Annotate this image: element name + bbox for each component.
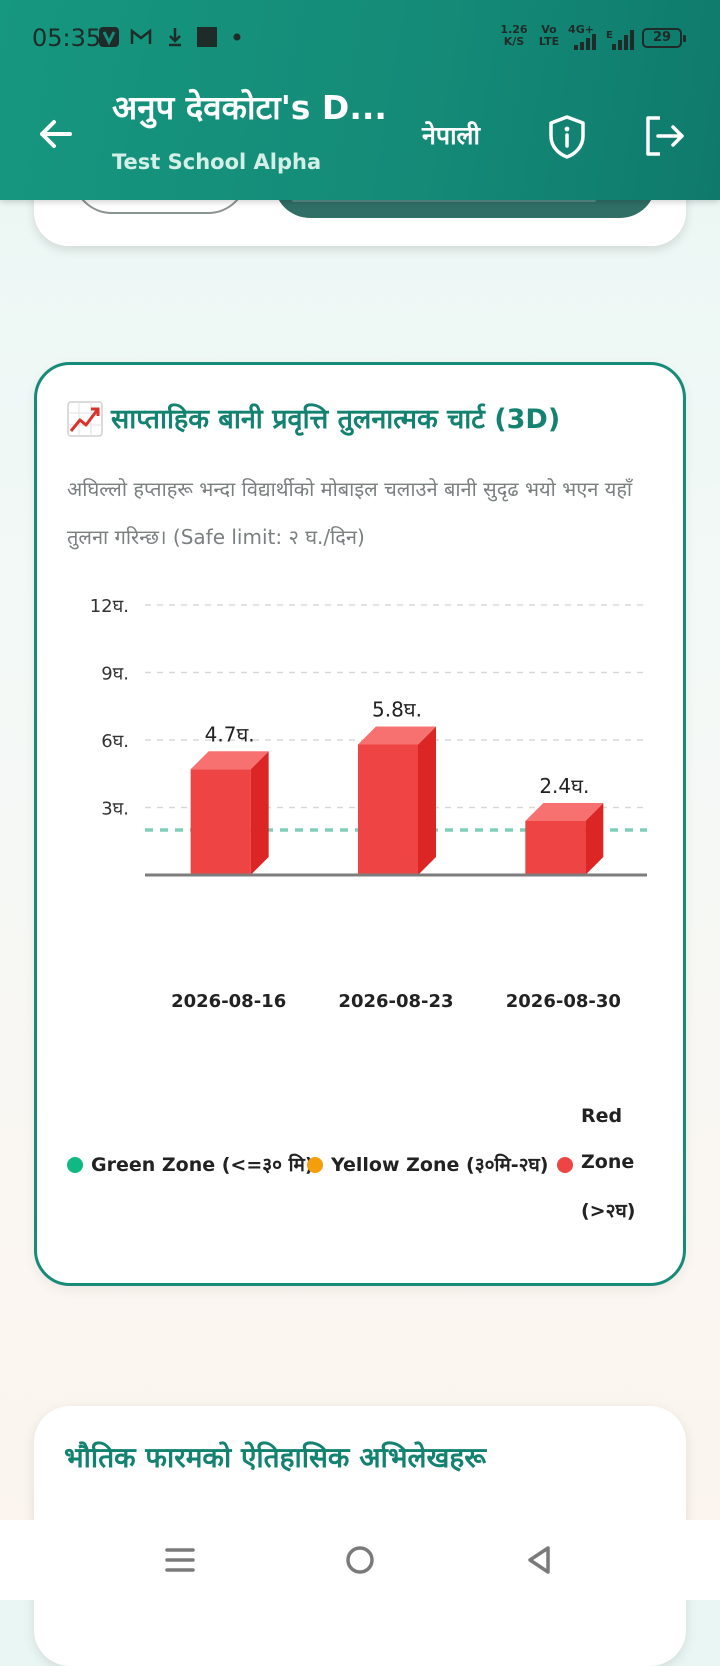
app-square-icon bbox=[197, 27, 217, 47]
net-speed: 1.26 K/S bbox=[500, 24, 528, 48]
y-tick-label: 9घ. bbox=[101, 664, 129, 685]
gmail-icon bbox=[130, 28, 152, 44]
app-bar: 05:35 1.26 K/S Vo LTE 4G+ bbox=[0, 0, 720, 200]
bar-side bbox=[585, 803, 604, 875]
x-tick-label: 2026-08-16 bbox=[171, 991, 286, 1012]
bar bbox=[358, 744, 418, 875]
home-circle-icon[interactable] bbox=[340, 1540, 380, 1580]
legend-green: Green Zone (<=३० मि) bbox=[91, 1154, 314, 1176]
chart-legend: Green Zone (<=३० मि) Yellow Zone (३०मि-२… bbox=[67, 1105, 667, 1257]
system-nav-bar bbox=[0, 1520, 720, 1600]
dot-icon bbox=[233, 33, 241, 41]
shield-info-icon[interactable] bbox=[546, 114, 588, 160]
legend-dot-green bbox=[67, 1157, 83, 1173]
status-time: 05:35 bbox=[32, 24, 102, 52]
records-title: भौतिक फारमको ऐतिहासिक अभिलेखहरू bbox=[64, 1441, 487, 1474]
legend-red-line-2: Zone bbox=[581, 1151, 635, 1173]
legend-red-line-1: Red bbox=[581, 1105, 623, 1127]
x-tick-label: 2026-08-30 bbox=[506, 991, 621, 1012]
weekly-habit-chart-card: साप्ताहिक बानी प्रवृत्ति तुलनात्मक चार्ट… bbox=[34, 362, 686, 1286]
volte-indicator: Vo LTE bbox=[536, 24, 562, 48]
bar-top bbox=[190, 751, 269, 770]
network-type: 4G+ bbox=[568, 23, 594, 36]
app-v-icon bbox=[99, 27, 119, 47]
bar-value-label: 4.7घ. bbox=[205, 722, 255, 746]
legend-red-line-3: (>२घ) bbox=[581, 1200, 636, 1222]
bar-value-label: 2.4घ. bbox=[539, 774, 589, 798]
menu-icon[interactable] bbox=[160, 1540, 200, 1580]
bar-top bbox=[358, 726, 436, 745]
bar bbox=[190, 769, 251, 875]
chart-description: अघिल्लो हप्ताहरू भन्दा विद्यार्थीको मोबा… bbox=[67, 477, 633, 549]
back-triangle-icon[interactable] bbox=[520, 1540, 560, 1580]
battery-icon: 29 bbox=[642, 28, 686, 48]
back-arrow-icon[interactable] bbox=[36, 114, 76, 154]
page-title: अनुप देवकोटा's D... bbox=[112, 88, 387, 127]
y-tick-label: 6घ. bbox=[101, 731, 129, 752]
bar-top bbox=[525, 803, 604, 821]
school-name: Test School Alpha bbox=[112, 150, 322, 174]
net-speed-unit: K/S bbox=[503, 35, 525, 48]
y-tick-label: 12घ. bbox=[90, 596, 129, 617]
legend-yellow: Yellow Zone (३०मि-२घ) bbox=[331, 1154, 549, 1176]
bar-side bbox=[250, 751, 269, 875]
signal-2-icon: E bbox=[606, 30, 634, 50]
legend-dot-red bbox=[557, 1157, 573, 1173]
status-bar: 05:35 1.26 K/S Vo LTE 4G+ bbox=[0, 0, 720, 76]
bar-value-label: 5.8घ. bbox=[372, 698, 422, 722]
volte-bottom: LTE bbox=[538, 35, 560, 48]
bar-chart: 3घ. 6घ. 9घ. 12घ. 4.7घ. 2026-08-16 5.8घ. 2026-08… bbox=[90, 596, 647, 1012]
logout-icon[interactable] bbox=[642, 114, 688, 158]
bar-side bbox=[418, 726, 436, 875]
volte-top: Vo bbox=[541, 23, 557, 36]
chart-increasing-icon bbox=[67, 401, 103, 437]
chart-title: साप्ताहिक बानी प्रवृत्ति तुलनात्मक चार्ट… bbox=[111, 404, 561, 435]
svg-text:E: E bbox=[606, 30, 613, 41]
net-speed-value: 1.26 bbox=[500, 23, 528, 36]
bar bbox=[525, 821, 586, 875]
legend-dot-yellow bbox=[307, 1157, 323, 1173]
signal-icon bbox=[574, 34, 596, 50]
x-tick-label: 2026-08-23 bbox=[338, 991, 453, 1012]
download-icon bbox=[169, 28, 181, 47]
language-toggle-button[interactable]: नेपाली bbox=[422, 121, 480, 150]
y-tick-label: 3घ. bbox=[101, 799, 129, 820]
